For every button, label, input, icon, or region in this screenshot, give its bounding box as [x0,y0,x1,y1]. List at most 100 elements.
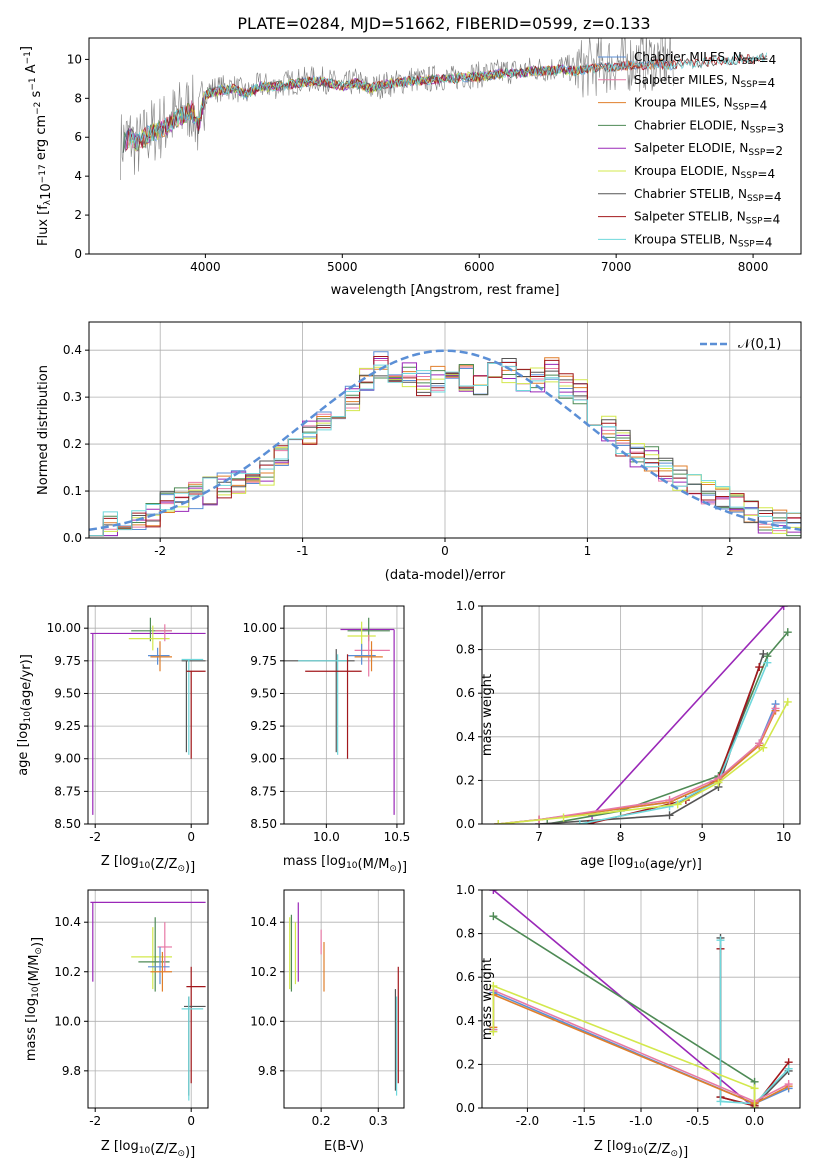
x-tick-label: -1.0 [629,1114,652,1128]
y-tick-label: 9.50 [54,686,81,700]
y-tick-label: 8.75 [250,784,277,798]
legend-label: Kroupa ELODIE, NSSP=4 [634,164,775,181]
x-tick-label: 8000 [738,260,769,274]
model-spectrum-line [125,58,675,151]
x-axis-label: age [log10(age/yr)] [580,854,702,872]
y-axis-label: Normed distribution [36,365,51,495]
y-tick-label: 10.4 [250,915,277,929]
y-tick-label: 0.0 [63,531,82,545]
y-tick-label: 9.00 [54,752,81,766]
x-tick-label: 7 [535,830,543,844]
x-axis-label: (data-model)/error [385,568,506,583]
y-tick-label: 0.2 [63,437,82,451]
x-axis-label: Z [log10(Z/Z⊙)] [101,854,195,875]
mass-weight-marker [489,890,498,894]
mass-weight-marker [489,981,498,990]
x-tick-label: -2 [89,830,101,844]
mass-weight-marker [771,704,780,713]
mass-weight-marker [543,820,552,824]
residuals-panel: -2 -1 0 1 2 0.0 0.1 0.2 0.3 0.4 𝒩(0,1) (data-model)… [36,321,802,583]
mass-weight-line [492,915,756,1108]
mass-weight-marker [755,739,764,748]
y-tick-label: 0.6 [456,970,475,984]
mass-weight-marker [584,820,592,824]
model-spectrum-line [122,59,675,153]
mass-weight-vs-age-panel: 7 8 9 10 0.0 0.2 0.4 0.6 0.8 1.0 age [log10(age/yr… [456,599,801,872]
residual-histogram-step [89,362,801,537]
y-tick-label: 10.0 [250,1014,277,1028]
legend-label: Kroupa STELIB, NSSP=4 [634,232,772,249]
plot-area [90,617,206,815]
observed-spectrum-line [120,38,674,181]
y-tick-label: 8 [74,91,82,105]
y-tick-label: 10.2 [250,965,277,979]
x-tick-label: 0 [441,544,449,558]
x-tick-label: 0.3 [369,1114,388,1128]
x-axis-label: Z [log10(Z/Z⊙)] [101,1139,195,1160]
x-tick-label: 0.0 [745,1114,764,1128]
y-tick-label: 8.50 [250,817,277,831]
y-tick-label: 10.2 [54,965,81,979]
mass-weight-line [579,662,769,824]
y-tick-label: 0.6 [456,686,475,700]
model-spectrum-line [125,54,768,152]
mass-weight-marker [759,649,768,658]
legend-label: Kroupa MILES, NSSP=4 [634,96,767,113]
legend-label: 𝒩(0,1) [738,337,781,352]
mass-weight-marker [489,1027,498,1036]
spectrum-legend: Chabrier MILES, NSSP=4 Salpeter MILES, NS… [598,50,784,249]
x-tick-label: 4000 [190,260,221,274]
mass-weight-marker [750,1084,759,1093]
x-tick-label: -2.0 [516,1114,539,1128]
x-axis-label: Z [log10(Z/Z⊙)] [594,1139,688,1160]
legend-label: Salpeter STELIB, NSSP=4 [634,210,780,227]
x-tick-label: 0.2 [312,1114,331,1128]
y-tick-label: 9.25 [250,719,277,733]
age-vs-metallicity-panel: -2 0 8.50 8.75 9.00 9.25 9.50 9.75 10.00 Z [log10… [16,605,209,875]
x-tick-label: -1.5 [573,1114,596,1128]
y-tick-label: 9.25 [54,719,81,733]
x-tick-label: 10 [776,830,791,844]
plot-area [284,617,395,815]
x-tick-label: 9 [698,830,706,844]
y-axis-label: Flux [fλ10−17 erg cm−2 s−1 A−1] [19,46,54,246]
y-tick-label: 0.2 [456,1057,475,1071]
mass-weight-marker [716,936,725,945]
y-tick-label: 9.75 [54,654,81,668]
y-tick-label: 8.75 [54,784,81,798]
mass-weight-line [591,606,785,816]
mass-vs-extinction-panel: 0.2 0.3 9.8 10.0 10.2 10.4 E(B-V) [250,889,405,1154]
x-tick-label: -1 [297,544,309,558]
y-tick-label: 10.4 [54,915,81,929]
legend-label: Chabrier ELODIE, NSSP=3 [634,118,784,135]
mass-weight-marker [494,820,503,824]
model-spectrum-line [128,52,768,151]
y-tick-label: 10.00 [243,621,277,635]
x-tick-label: -2 [89,1114,101,1128]
y-tick-label: 0.8 [456,643,475,657]
y-tick-label: 0.3 [63,390,82,404]
y-tick-label: 0.4 [456,730,475,744]
y-tick-label: 0.1 [63,484,82,498]
mass-weight-marker [783,628,792,637]
y-axis-label: mass weight [480,958,495,1040]
mass-weight-marker [779,606,788,610]
y-axis-label: mass [log10(M/M⊙)] [24,937,45,1061]
plot-area [489,890,793,1108]
x-tick-label: 0 [187,1114,195,1128]
mass-vs-metallicity-panel: -2 0 9.8 10.0 10.2 10.4 Z [log10(Z/Z⊙)] mass [l… [24,889,209,1160]
y-tick-label: 9.50 [250,686,277,700]
axes-frame [283,605,405,825]
y-tick-label: 4 [74,169,82,183]
x-axis-label: E(B-V) [324,1139,364,1154]
plot-area [120,38,768,181]
x-tick-label: 8 [617,830,625,844]
mass-weight-marker [559,813,568,822]
age-vs-mass-panel: 10.0 10.5 8.50 8.75 9.00 9.25 9.50 9.75 10.00 mas… [243,605,410,875]
y-axis-label: mass weight [480,674,495,756]
y-tick-label: 0.0 [456,1101,475,1115]
axes-frame [481,605,801,825]
mass-weight-marker [665,796,674,805]
y-tick-label: 6 [74,130,82,144]
x-tick-label: 2 [726,544,734,558]
